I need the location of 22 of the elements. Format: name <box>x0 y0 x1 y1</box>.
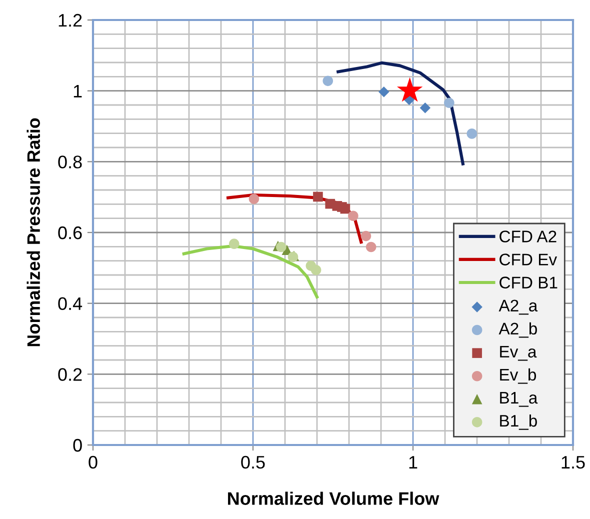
y-tick-label: 0.2 <box>58 368 82 381</box>
y-tick-label: 0.4 <box>58 297 82 310</box>
x-tick-label: 1 <box>409 456 418 468</box>
x-axis-title: Normalized Volume Flow <box>228 492 440 505</box>
y-tick-label: 0 <box>73 438 82 452</box>
y-tick-label: 1.2 <box>58 14 82 27</box>
legend-label: Ev_a <box>500 346 537 361</box>
y-tick-label: 0.6 <box>58 226 82 240</box>
legend-label: CFD B1 <box>500 276 558 288</box>
legend-label: B1_b <box>500 414 537 430</box>
y-tick-label: 1 <box>74 84 82 98</box>
legend-label: Ev_b <box>500 368 536 384</box>
x-tick-label: 0 <box>88 456 98 469</box>
legend-label: CFD Ev <box>500 254 558 266</box>
y-axis-title: Normalized Pressure Ratio <box>26 118 40 346</box>
legend-label: CFD A2 <box>500 230 556 242</box>
y-tick-label: 0.8 <box>58 156 82 168</box>
x-tick-label: 0.5 <box>241 456 265 469</box>
legend-label: A2_a <box>498 300 538 315</box>
legend-label: B1_a <box>500 392 538 407</box>
x-tick-label: 1.5 <box>562 456 585 469</box>
legend-label: A2_b <box>498 322 537 338</box>
